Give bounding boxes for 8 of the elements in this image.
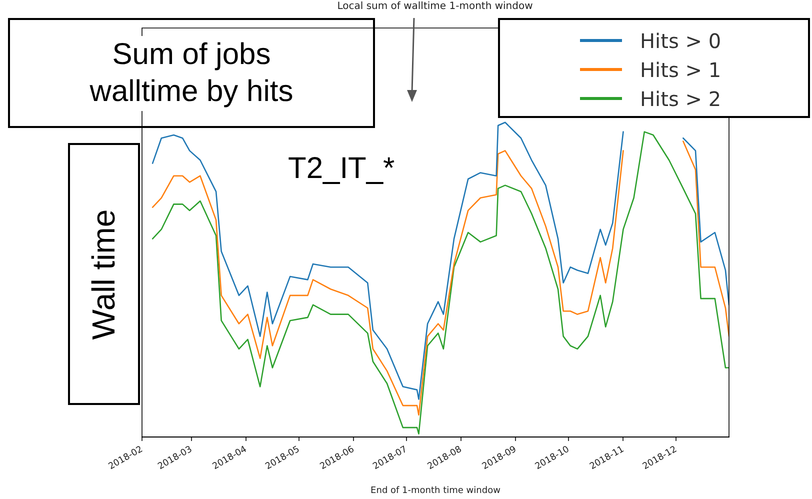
legend-label: Hits > 1 — [640, 58, 722, 82]
legend-label: Hits > 2 — [640, 86, 722, 110]
text: Sum of jobs walltime by hits — [65, 36, 318, 110]
chart-title: Local sum of walltime 1-month window — [336, 1, 534, 12]
legend-label: Hits > 0 — [640, 28, 722, 52]
y-axis-title: Wall time — [86, 208, 122, 340]
x-axis-title: End of 1-month time window — [370, 486, 502, 496]
annotation: T2_IT_* — [288, 152, 395, 185]
